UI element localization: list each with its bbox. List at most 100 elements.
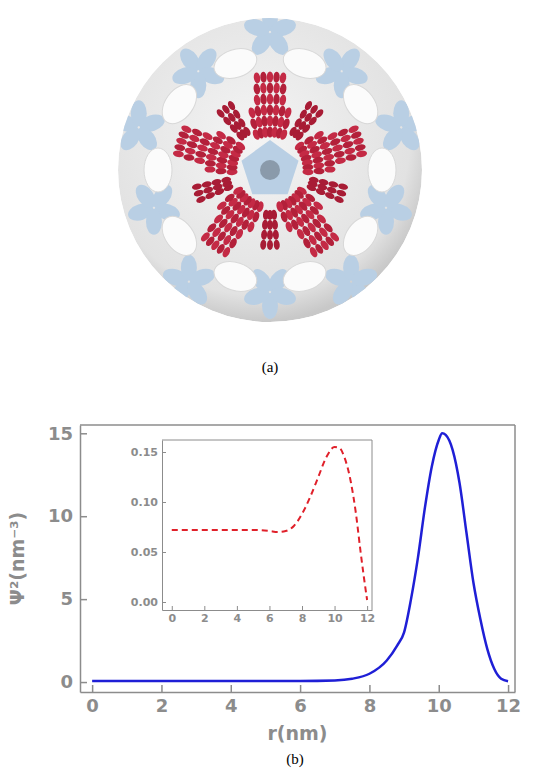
- figure: (a)024681012051015r(nm)Ψ²(nm⁻³)024681012…: [0, 0, 537, 772]
- capsid-blue-patch: [393, 100, 409, 126]
- capsid-red-patch: [284, 221, 294, 233]
- axis-line: [80, 426, 82, 693]
- capsid-red-patch: [324, 166, 335, 173]
- tick: 10: [48, 505, 87, 526]
- capsid-red-patch: [273, 239, 280, 249]
- tick-mark: [162, 452, 166, 453]
- capsid-red-patch: [324, 160, 336, 168]
- capsid-red-patch: [272, 105, 279, 117]
- capsid-red-patch: [338, 183, 349, 191]
- capsid-red-patch: [313, 168, 324, 175]
- capsid-red-patch: [267, 83, 273, 94]
- capsid-red-patch: [193, 189, 204, 198]
- capsid-pore: [260, 160, 280, 180]
- capsid-blue-patch: [116, 123, 144, 153]
- capsid-red-patch: [253, 72, 261, 84]
- tick: 6: [266, 606, 274, 625]
- capsid-red-patch: [273, 72, 280, 83]
- capsid-red-patch: [234, 140, 247, 152]
- capsid-image: [111, 5, 430, 322]
- capsid-red-patch: [191, 127, 204, 138]
- tick-label: 0: [86, 695, 99, 716]
- tick-label: 10: [48, 505, 73, 526]
- tick-label: 0.15: [131, 446, 158, 459]
- capsid-red-patch: [212, 213, 224, 225]
- capsid-white-lump: [155, 210, 204, 262]
- tick-mark: [80, 516, 87, 518]
- tick-mark: [508, 685, 510, 692]
- capsid-red-patch: [206, 222, 218, 234]
- x-axis: 024681012: [81, 685, 522, 716]
- capsid-white-lump: [155, 78, 204, 130]
- capsid-red-patch: [279, 128, 289, 141]
- tick-mark: [438, 685, 440, 692]
- tick-label: 2: [156, 695, 169, 716]
- capsid-white-lump: [144, 148, 172, 192]
- tick: 0.05: [131, 546, 166, 559]
- capsid-red-patch: [199, 231, 211, 243]
- tick: 2: [156, 685, 169, 716]
- capsid-white-lump: [210, 256, 260, 296]
- capsid-red-patch: [215, 129, 228, 141]
- panel-caption: (a): [262, 359, 279, 376]
- plot-frame: [80, 424, 515, 426]
- capsid-red-patch: [253, 94, 261, 106]
- capsid-white-lump: [210, 43, 260, 83]
- capsid-red-patch: [267, 105, 273, 116]
- capsid-red-patch: [335, 157, 347, 165]
- tick-mark: [162, 502, 166, 503]
- tick-mark: [80, 433, 87, 435]
- capsid-red-patch: [279, 72, 287, 84]
- capsid-red-patch: [272, 229, 279, 239]
- tick: 0.10: [131, 496, 166, 509]
- y-axis: 0.00 0.05 0.10 0.15: [131, 441, 166, 611]
- capsid-blue-patch: [242, 16, 272, 39]
- tick: 8: [364, 685, 377, 716]
- capsid-red-patch: [205, 160, 217, 168]
- capsid-red-patch: [260, 105, 267, 117]
- plot-area: [172, 447, 367, 600]
- capsid-red-patch: [267, 116, 273, 127]
- capsid-red-patch: [354, 143, 366, 152]
- tick-mark: [231, 685, 233, 692]
- capsid-body: [118, 18, 422, 322]
- tick-label: 0.00: [131, 596, 158, 609]
- capsid-white-lump: [279, 43, 329, 83]
- capsid-red-patch: [324, 191, 336, 200]
- tick-mark: [369, 685, 371, 692]
- tick-label: 8: [299, 612, 307, 625]
- tick: 0: [86, 685, 99, 716]
- tick-label: 6: [266, 612, 274, 625]
- capsid-red-patch: [225, 134, 238, 146]
- capsid-red-patch: [279, 94, 287, 106]
- x-axis: 024681012: [163, 606, 376, 625]
- capsid-red-patch: [315, 187, 327, 196]
- capsid-center: [241, 140, 298, 194]
- capsid-red-patch: [345, 153, 357, 161]
- tick-mark: [162, 552, 166, 553]
- tick-label: 12: [496, 695, 521, 716]
- tick: 0.00: [131, 596, 166, 609]
- capsid-red-patch: [333, 150, 345, 159]
- axis-line: [81, 692, 516, 694]
- tick: 2: [201, 606, 209, 625]
- tick-mark: [300, 685, 302, 692]
- plot-area: [92, 433, 508, 681]
- tick-mark: [80, 682, 87, 684]
- tick-label: 4: [225, 695, 238, 716]
- tick-mark: [161, 685, 163, 692]
- tick-label: 12: [360, 612, 375, 625]
- capsid-red-patch: [201, 131, 214, 142]
- tick-mark: [172, 606, 173, 610]
- chart-0: 024681012051015r(nm)Ψ²(nm⁻³): [6, 423, 521, 744]
- tick-label: 5: [60, 588, 73, 609]
- tick-label: 2: [201, 612, 209, 625]
- capsid-white-lump: [336, 210, 385, 262]
- capsid-blue-patch: [170, 64, 200, 87]
- capsid-red-patch: [253, 83, 261, 95]
- tick: 10: [327, 606, 343, 625]
- capsid-white-lump: [279, 256, 329, 296]
- tick: 4: [234, 606, 242, 625]
- capsid-red-patch: [302, 169, 313, 176]
- tick-mark: [335, 606, 336, 610]
